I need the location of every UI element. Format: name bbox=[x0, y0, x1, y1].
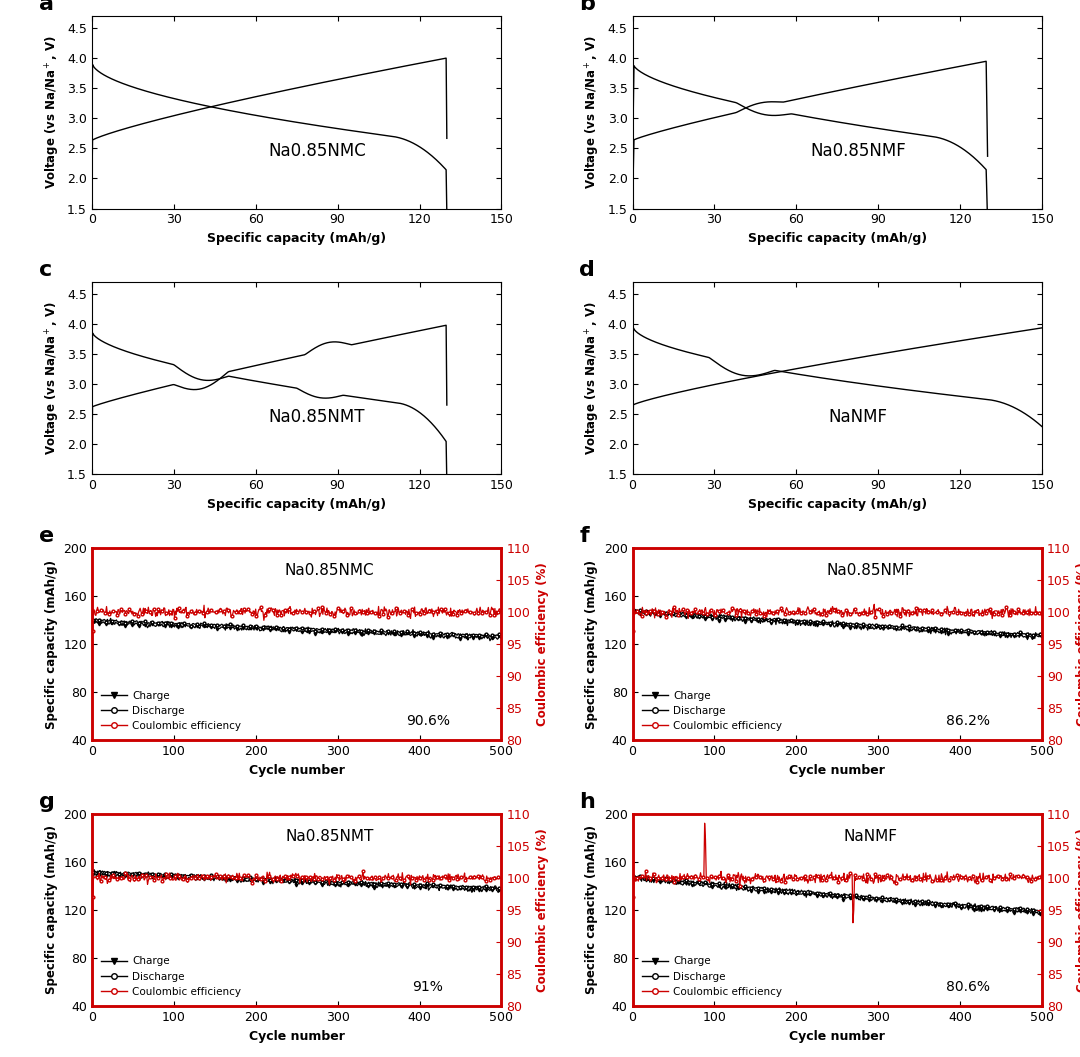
X-axis label: Specific capacity (mAh/g): Specific capacity (mAh/g) bbox=[207, 231, 387, 245]
X-axis label: Cycle number: Cycle number bbox=[248, 764, 345, 777]
Text: g: g bbox=[39, 792, 54, 812]
Legend: Charge, Discharge, Coulombic efficiency: Charge, Discharge, Coulombic efficiency bbox=[97, 952, 245, 1001]
Text: 80.6%: 80.6% bbox=[946, 980, 990, 994]
Text: NaNMF: NaNMF bbox=[843, 829, 897, 845]
Text: b: b bbox=[579, 0, 595, 14]
X-axis label: Cycle number: Cycle number bbox=[789, 1030, 886, 1042]
Text: Na0.85NMT: Na0.85NMT bbox=[285, 829, 374, 845]
Text: Na0.85NMF: Na0.85NMF bbox=[810, 142, 906, 160]
Text: f: f bbox=[579, 525, 589, 545]
Y-axis label: Coulombic efficiency (%): Coulombic efficiency (%) bbox=[1077, 562, 1080, 726]
Text: 91%: 91% bbox=[413, 980, 443, 994]
Text: a: a bbox=[39, 0, 54, 14]
Legend: Charge, Discharge, Coulombic efficiency: Charge, Discharge, Coulombic efficiency bbox=[97, 686, 245, 736]
Text: h: h bbox=[579, 792, 595, 812]
X-axis label: Specific capacity (mAh/g): Specific capacity (mAh/g) bbox=[207, 498, 387, 511]
Y-axis label: Voltage (vs Na/Na$^+$, V): Voltage (vs Na/Na$^+$, V) bbox=[43, 35, 62, 189]
Y-axis label: Voltage (vs Na/Na$^+$, V): Voltage (vs Na/Na$^+$, V) bbox=[584, 35, 603, 189]
Text: 90.6%: 90.6% bbox=[406, 715, 449, 728]
Legend: Charge, Discharge, Coulombic efficiency: Charge, Discharge, Coulombic efficiency bbox=[638, 952, 786, 1001]
Y-axis label: Coulombic efficiency (%): Coulombic efficiency (%) bbox=[536, 562, 549, 726]
Text: Na0.85NMC: Na0.85NMC bbox=[285, 563, 374, 578]
Y-axis label: Specific capacity (mAh/g): Specific capacity (mAh/g) bbox=[44, 559, 57, 728]
Text: Na0.85NMF: Na0.85NMF bbox=[826, 563, 914, 578]
Text: e: e bbox=[39, 525, 54, 545]
X-axis label: Cycle number: Cycle number bbox=[789, 764, 886, 777]
X-axis label: Specific capacity (mAh/g): Specific capacity (mAh/g) bbox=[747, 498, 927, 511]
X-axis label: Cycle number: Cycle number bbox=[248, 1030, 345, 1042]
Text: Na0.85NMT: Na0.85NMT bbox=[269, 408, 365, 426]
Y-axis label: Coulombic efficiency (%): Coulombic efficiency (%) bbox=[1077, 828, 1080, 991]
Y-axis label: Specific capacity (mAh/g): Specific capacity (mAh/g) bbox=[44, 826, 57, 995]
X-axis label: Specific capacity (mAh/g): Specific capacity (mAh/g) bbox=[747, 231, 927, 245]
Y-axis label: Specific capacity (mAh/g): Specific capacity (mAh/g) bbox=[585, 826, 598, 995]
Y-axis label: Specific capacity (mAh/g): Specific capacity (mAh/g) bbox=[585, 559, 598, 728]
Y-axis label: Coulombic efficiency (%): Coulombic efficiency (%) bbox=[536, 828, 549, 991]
Text: c: c bbox=[39, 260, 52, 280]
Text: NaNMF: NaNMF bbox=[828, 408, 888, 426]
Text: d: d bbox=[579, 260, 595, 280]
Text: Na0.85NMC: Na0.85NMC bbox=[268, 142, 366, 160]
Text: 86.2%: 86.2% bbox=[946, 715, 990, 728]
Legend: Charge, Discharge, Coulombic efficiency: Charge, Discharge, Coulombic efficiency bbox=[638, 686, 786, 736]
Y-axis label: Voltage (vs Na/Na$^+$, V): Voltage (vs Na/Na$^+$, V) bbox=[43, 301, 62, 455]
Y-axis label: Voltage (vs Na/Na$^+$, V): Voltage (vs Na/Na$^+$, V) bbox=[584, 301, 603, 455]
